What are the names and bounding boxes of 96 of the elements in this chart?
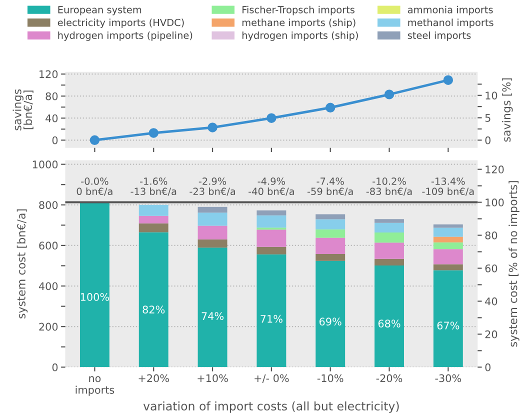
legend-label: methane imports (ship) [242, 18, 356, 28]
annotation: 69% [320, 318, 342, 326]
y2-tick-label: 100 [486, 198, 504, 206]
bar [316, 260, 346, 368]
y2-tick-label: 5 [485, 114, 490, 122]
bar [374, 266, 404, 368]
legend-label: methanol imports [408, 18, 494, 28]
bar [374, 222, 404, 232]
y2-tick-label: 60 [485, 264, 498, 272]
x-tick-label: +/- 0% [254, 374, 289, 383]
bar [256, 246, 286, 254]
legend-label: ammonia imports [408, 6, 493, 16]
bar [316, 214, 346, 220]
legend-label: electricity imports (HVDC) [58, 18, 184, 28]
point [443, 75, 454, 85]
bar [374, 258, 404, 266]
annotation: -4.9% -40 bn€/a [248, 178, 294, 196]
legend-label: steel imports [408, 31, 471, 41]
bar [374, 242, 404, 259]
y-tick-label: 600 [39, 242, 58, 250]
y2-tick-label: 0 [485, 136, 491, 144]
x-tick-label: -10% [317, 374, 344, 382]
annotation: -7.4% -59 bn€/a [307, 178, 353, 196]
bar [433, 264, 463, 270]
legend-label: European system [58, 6, 142, 16]
bar [138, 223, 168, 232]
y-tick-label: 0 [52, 136, 58, 144]
bar [374, 232, 404, 243]
annotation: 71% [260, 314, 282, 323]
y2-tick-label: 20 [485, 330, 498, 338]
y2-tick-label: 10 [486, 92, 498, 100]
annotation: 100% [80, 293, 110, 301]
annotation: -10.2% -83 bn€/a [366, 178, 412, 196]
y2-tick-label: 120 [486, 166, 504, 174]
bar [374, 219, 404, 223]
annotation: 82% [142, 306, 165, 314]
bar [198, 212, 228, 226]
bar [138, 216, 168, 224]
point [325, 102, 336, 113]
bar [256, 254, 286, 368]
bar [433, 228, 463, 237]
bar [256, 210, 286, 216]
bar [316, 229, 346, 238]
legend-label: hydrogen imports (pipeline) [58, 31, 192, 41]
legend-label: Fischer-Tropsch imports [242, 6, 354, 16]
y-axis-title: savings [bn€/a] [12, 89, 34, 130]
point [208, 122, 218, 132]
bar [316, 254, 346, 261]
bar [433, 249, 463, 264]
point [148, 128, 158, 138]
bar [316, 238, 346, 254]
y2-tick-label: 80 [485, 231, 498, 240]
bar [138, 232, 168, 368]
bar [198, 248, 228, 368]
annotation: 74% [202, 312, 224, 320]
x-tick-label: -30% [435, 374, 462, 382]
y-axis-title: system cost [bn€/a] [16, 209, 28, 318]
annotation: 67% [437, 322, 460, 330]
bar [80, 202, 110, 368]
y-tick-label: 1000 [32, 160, 58, 168]
bar [256, 230, 286, 247]
y-tick-label: 400 [38, 282, 58, 290]
y2-axis-title: savings [%] [502, 78, 513, 142]
y2-axis-title: system cost [% of no imports] [508, 181, 520, 347]
point [90, 135, 100, 146]
y2-tick-label: 40 [485, 297, 498, 306]
x-tick-label: +20% [138, 374, 169, 382]
legend-label: hydrogen imports (ship) [242, 31, 358, 41]
x-tick-label: no imports [76, 376, 114, 396]
bar [138, 204, 168, 216]
bar [433, 270, 463, 368]
bar [198, 239, 228, 248]
point [384, 90, 394, 100]
y2-tick-label: 0 [485, 363, 491, 372]
x-tick-label: -20% [376, 374, 402, 382]
bar [433, 236, 463, 242]
x-tick-label: +10% [198, 374, 228, 382]
point [266, 113, 276, 123]
annotation: -2.9% -23 bn€/a [190, 178, 236, 196]
bar [316, 219, 346, 230]
y-tick-label: 0 [52, 363, 58, 372]
annotation: -13.4% -109 bn€/a [422, 178, 474, 196]
bar [256, 215, 286, 228]
y-tick-label: 80 [46, 92, 58, 100]
bar [198, 206, 228, 213]
annotation: 68% [378, 320, 400, 328]
y-tick-label: 200 [39, 322, 58, 331]
annotation: -1.6% -13 bn€/a [130, 178, 176, 196]
bar [433, 224, 463, 228]
x-axis-title: variation of import costs (all but electricity) [143, 401, 399, 413]
bar [433, 242, 463, 250]
y-tick-label: 120 [40, 70, 58, 78]
bar [198, 226, 228, 240]
annotation: -0.0% 0 bn€/a [76, 178, 112, 196]
y-tick-label: 40 [46, 114, 58, 122]
y-tick-label: 800 [39, 201, 58, 209]
